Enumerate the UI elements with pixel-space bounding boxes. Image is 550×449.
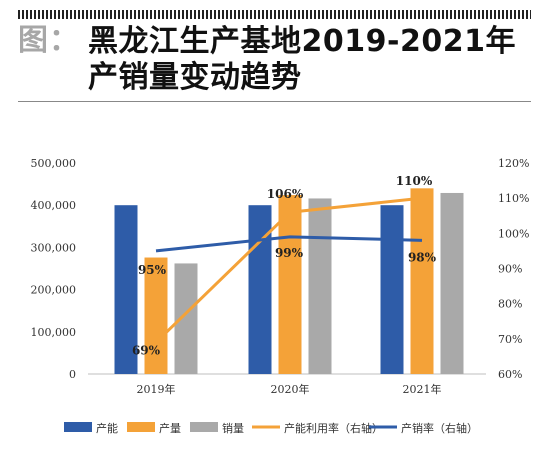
right-axis-tick-label: 120% [498,157,529,170]
line-产销率（右轴） [155,235,423,253]
right-axis-tick-label: 80% [498,298,522,311]
bar-产量 [144,257,168,374]
left-axis-tick-label: 400,000 [31,199,77,212]
right-axis-tick-label: 60% [498,368,522,381]
header-divider [18,101,531,102]
legend-swatch-产能 [64,422,92,432]
bar-产能 [248,205,272,374]
bar-销量 [440,192,464,374]
data-label: 99% [275,246,304,260]
legend-label: 产能利用率（右轴） [284,421,383,435]
legend-label: 产销率（右轴） [401,421,478,435]
category-label: 2019年 [137,382,176,396]
legend-swatch-销量 [190,422,218,432]
header-dotted-rule [18,10,531,19]
bar-产量 [410,188,434,374]
bar-产量 [278,195,302,374]
bar-产能 [114,205,138,374]
left-axis-tick-label: 100,000 [31,326,77,339]
legend-label: 销量 [222,421,244,435]
left-axis-tick-label: 200,000 [31,284,77,297]
data-label: 69% [132,343,161,357]
category-label: 2020年 [271,382,310,396]
line-产能利用率（右轴） [154,196,423,344]
data-label: 98% [408,250,437,264]
data-label: 106% [267,187,304,201]
data-label: 110% [396,174,433,188]
right-axis-tick-label: 100% [498,227,529,240]
category-label: 2021年 [403,382,442,396]
left-axis-tick-label: 0 [69,368,76,381]
bar-销量 [308,198,332,374]
legend-label: 产能 [96,421,118,435]
legend-label: 产量 [159,421,181,435]
left-axis-tick-label: 300,000 [31,241,77,254]
data-label: 95% [138,263,167,277]
right-axis-tick-label: 110% [498,192,529,205]
bar-销量 [174,263,198,374]
right-axis-tick-label: 90% [498,263,522,276]
bar-产能 [380,205,404,374]
title-prefix: 图： [18,23,80,58]
page-title: 黑龙江生产基地2019-2021年产销量变动趋势 [88,24,516,95]
left-axis-tick-label: 500,000 [31,157,77,170]
legend-swatch-产量 [127,422,155,432]
right-axis-tick-label: 70% [498,333,522,346]
